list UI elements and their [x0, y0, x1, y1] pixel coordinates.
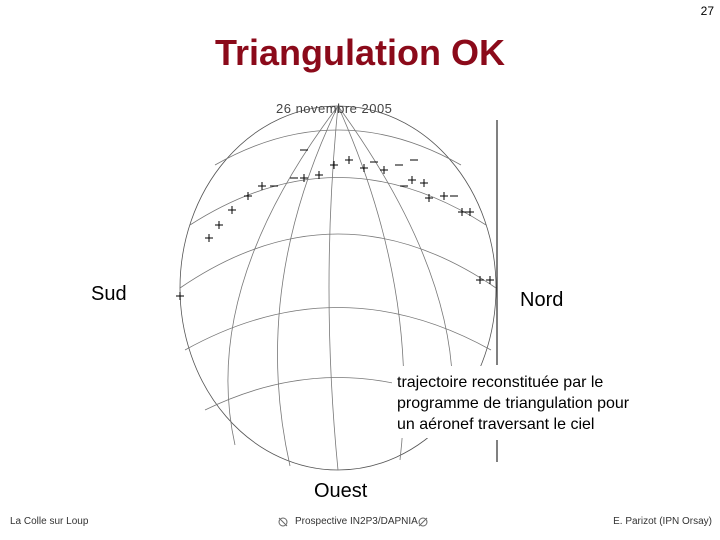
footer-center: Prospective IN2P3/DAPNIA [295, 516, 418, 527]
annotation-line: trajectoire reconstituée par le [397, 374, 604, 391]
detection-markers [176, 149, 494, 300]
label-nord: Nord [520, 289, 564, 311]
annotation: trajectoire reconstituée par le programm… [397, 372, 629, 435]
footer-logos [278, 517, 428, 527]
footer-left: La Colle sur Loup [10, 516, 89, 527]
figure-caption: 26 novembre 2005 [276, 101, 393, 116]
footer-right: E. Parizot (IPN Orsay) [613, 516, 712, 527]
annotation-line: programme de triangulation pour [397, 395, 630, 412]
label-sud: Sud [91, 283, 127, 305]
annotation-bg [392, 366, 692, 438]
annotation-line: un aéronef traversant le ciel [397, 416, 595, 433]
slide-title: Triangulation OK [214, 32, 505, 73]
page-number: 27 [700, 4, 714, 18]
label-ouest: Ouest [314, 480, 368, 502]
